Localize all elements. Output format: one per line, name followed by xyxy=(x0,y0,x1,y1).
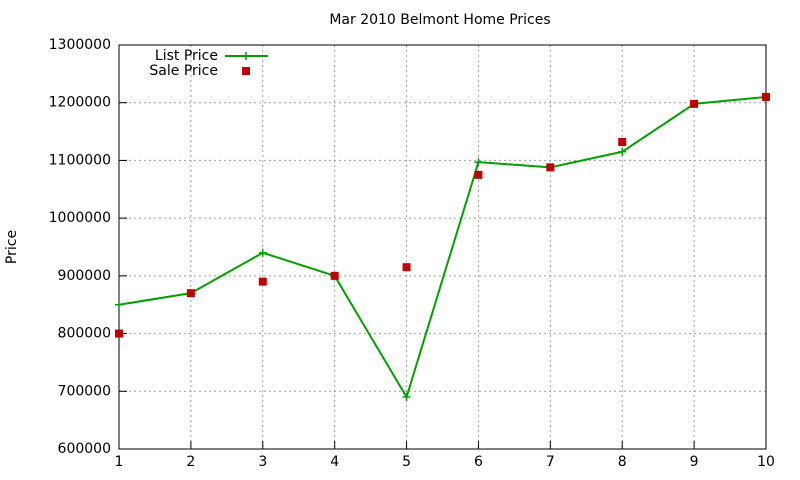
y-tick-label: 800000 xyxy=(58,326,111,342)
y-axis-label: Price xyxy=(4,230,20,264)
point xyxy=(546,163,555,172)
y-tick-label: 700000 xyxy=(58,383,111,399)
point xyxy=(258,277,267,286)
legend-marker xyxy=(242,67,250,75)
point xyxy=(618,147,627,156)
x-tick-label: 6 xyxy=(474,454,483,470)
x-tick-label: 7 xyxy=(546,454,555,470)
point xyxy=(115,329,123,338)
point xyxy=(402,393,411,402)
point xyxy=(762,92,770,101)
x-tick-label: 5 xyxy=(402,454,411,470)
legend-label: List Price xyxy=(155,48,218,64)
y-tick-label: 1100000 xyxy=(49,152,111,168)
x-tick-label: 3 xyxy=(258,454,267,470)
point xyxy=(474,158,483,167)
point xyxy=(474,170,483,179)
legend-marker xyxy=(242,52,250,60)
point xyxy=(330,271,339,280)
series-line xyxy=(118,95,767,400)
x-tick-label: 10 xyxy=(757,454,775,470)
point xyxy=(402,263,411,272)
chart-title: Mar 2010 Belmont Home Prices xyxy=(329,12,550,28)
y-tick-label: 1300000 xyxy=(49,37,111,53)
y-tick-label: 1000000 xyxy=(49,210,111,226)
x-tick-label: 1 xyxy=(115,454,124,470)
point xyxy=(258,248,267,257)
x-tick-label: 8 xyxy=(618,454,627,470)
x-tick-label: 9 xyxy=(690,454,699,470)
plot-frame xyxy=(118,44,767,450)
point xyxy=(618,137,627,146)
point xyxy=(186,289,195,298)
legend-label: Sale Price xyxy=(149,63,218,79)
point xyxy=(115,300,123,309)
y-tick-label: 1200000 xyxy=(49,95,111,111)
y-tick-label: 600000 xyxy=(58,441,111,457)
point xyxy=(690,99,699,108)
x-tick-label: 4 xyxy=(330,454,339,470)
y-tick-label: 900000 xyxy=(58,268,111,284)
x-tick-label: 2 xyxy=(186,454,195,470)
